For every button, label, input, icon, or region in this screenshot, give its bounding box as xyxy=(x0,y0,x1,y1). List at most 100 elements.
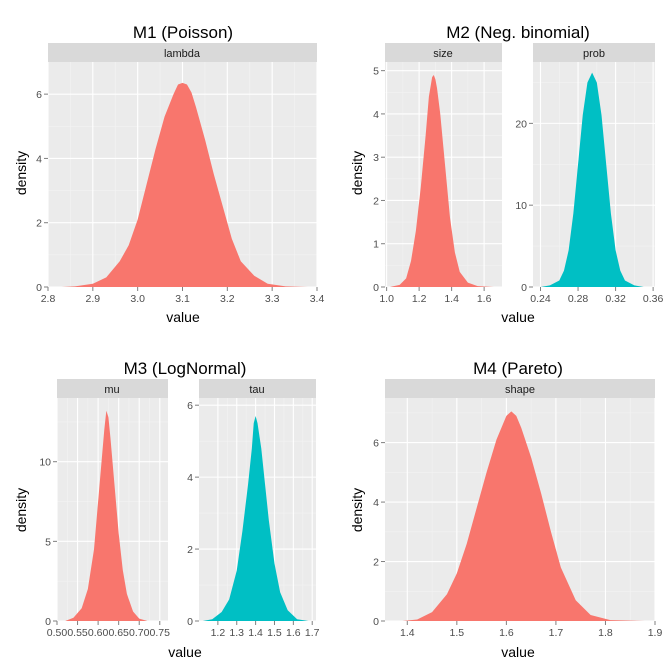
x-tick-label-size: 1.2 xyxy=(412,293,427,305)
x-tick-label-lambda: 2.8 xyxy=(41,293,56,305)
x-tick-label-mu: 0.50 xyxy=(47,627,68,639)
x-tick-label-shape: 1.7 xyxy=(549,627,564,639)
x-tick-label-shape: 1.4 xyxy=(400,627,415,639)
strip-label-prob: prob xyxy=(583,48,605,60)
x-tick-label-lambda: 3.0 xyxy=(130,293,145,305)
x-tick-label-tau: 1.3 xyxy=(229,627,244,639)
density-area-mu xyxy=(65,410,148,621)
x-axis-title-m3: value xyxy=(168,644,202,660)
strip-label-shape: shape xyxy=(505,384,535,396)
y-tick-label-size: 0 xyxy=(373,282,379,294)
chart-m1: M1 (Poisson) lambda 2.8 2.9 3.0 3.1 3.2 3.3 3.… xyxy=(13,23,324,325)
density-area-tau xyxy=(202,415,309,621)
x-tick-label-lambda: 3.3 xyxy=(265,293,280,305)
y-tick-label-shape: 6 xyxy=(373,438,379,450)
chart-m2: M2 (Neg. binomial) size 1.0 1.2 1.4 1.6 0 1 2… xyxy=(349,23,664,325)
density-area-prob xyxy=(540,72,644,287)
y-tick-label-tau: 4 xyxy=(187,472,193,484)
strip-bg-tau xyxy=(199,379,316,398)
x-tick-label-shape: 1.6 xyxy=(499,627,514,639)
x-tick-label-shape: 1.9 xyxy=(648,627,663,639)
y-axis-lambda: 0 2 4 6 xyxy=(36,89,48,294)
x-tick-label-tau: 1.7 xyxy=(305,627,320,639)
chart-m3: M3 (LogNormal) mu 0.50 0.55 0.60 0.65 0.70 0.… xyxy=(13,359,320,660)
y-axis-size: 0 1 2 3 4 5 xyxy=(373,66,385,294)
density-area-lambda xyxy=(61,82,309,287)
y-tick-label-mu: 10 xyxy=(39,457,51,469)
x-axis-prob: 0.24 0.28 0.32 0.36 xyxy=(530,287,664,305)
y-tick-label-size: 2 xyxy=(373,195,379,207)
y-tick-label-prob: 0 xyxy=(521,282,527,294)
y-axis-title-m4: density xyxy=(349,488,365,532)
x-axis-shape: 1.4 1.5 1.6 1.7 1.8 1.9 xyxy=(400,621,662,639)
y-tick-label-lambda: 4 xyxy=(36,153,42,165)
x-tick-label-mu: 0.60 xyxy=(88,627,109,639)
x-tick-label-prob: 0.32 xyxy=(605,293,626,305)
x-tick-label-mu: 0.70 xyxy=(129,627,150,639)
y-tick-label-size: 1 xyxy=(373,239,379,251)
y-axis-shape: 0 2 4 6 xyxy=(373,438,385,628)
x-tick-label-prob: 0.28 xyxy=(568,293,589,305)
y-tick-label-size: 3 xyxy=(373,152,379,164)
density-area-shape xyxy=(402,411,646,621)
x-tick-label-lambda: 3.2 xyxy=(220,293,235,305)
y-tick-label-lambda: 6 xyxy=(36,89,42,101)
x-tick-label-shape: 1.8 xyxy=(598,627,613,639)
strip-bg-prob xyxy=(533,43,655,62)
x-axis-title-m4: value xyxy=(501,644,535,660)
y-tick-label-mu: 5 xyxy=(45,536,51,548)
strip-bg-mu xyxy=(57,379,168,398)
chart-title-m4: M4 (Pareto) xyxy=(473,359,563,378)
x-tick-label-size: 1.6 xyxy=(477,293,492,305)
y-tick-label-tau: 2 xyxy=(187,544,193,556)
y-tick-label-tau: 6 xyxy=(187,400,193,412)
strip-bg-lambda xyxy=(48,43,317,62)
x-tick-label-size: 1.0 xyxy=(379,293,394,305)
x-tick-label-lambda: 3.4 xyxy=(310,293,325,305)
x-tick-label-lambda: 3.1 xyxy=(175,293,190,305)
y-tick-label-tau: 0 xyxy=(187,616,193,628)
x-tick-label-lambda: 2.9 xyxy=(86,293,101,305)
strip-label-mu: mu xyxy=(104,384,119,396)
strip-bg-size xyxy=(385,43,502,62)
x-axis-title-m1: value xyxy=(166,309,200,325)
x-tick-label-tau: 1.5 xyxy=(267,627,282,639)
y-tick-label-shape: 4 xyxy=(373,497,379,509)
y-axis-mu: 0 5 10 xyxy=(39,457,57,628)
x-tick-label-shape: 1.5 xyxy=(450,627,465,639)
strip-label-lambda: lambda xyxy=(164,48,201,60)
y-tick-label-lambda: 2 xyxy=(36,218,42,230)
x-tick-label-mu: 0.75 xyxy=(150,627,171,639)
chart-title-m3: M3 (LogNormal) xyxy=(124,359,247,378)
y-tick-label-mu: 0 xyxy=(45,616,51,628)
y-tick-label-shape: 2 xyxy=(373,557,379,569)
strip-bg-shape xyxy=(385,379,655,398)
y-tick-label-shape: 0 xyxy=(373,616,379,628)
y-axis-prob: 0 10 20 xyxy=(515,118,533,294)
x-tick-label-prob: 0.24 xyxy=(530,293,551,305)
y-axis-title-m2: density xyxy=(349,151,365,195)
x-axis-tau: 1.2 1.3 1.4 1.5 1.6 1.7 xyxy=(211,621,320,639)
y-tick-label-prob: 20 xyxy=(515,118,527,130)
y-tick-label-size: 4 xyxy=(373,109,379,121)
x-tick-label-size: 1.4 xyxy=(444,293,459,305)
x-axis-mu: 0.50 0.55 0.60 0.65 0.70 0.75 xyxy=(47,621,170,639)
y-tick-label-prob: 10 xyxy=(515,200,527,212)
y-tick-label-size: 5 xyxy=(373,66,379,78)
x-axis-size: 1.0 1.2 1.4 1.6 xyxy=(379,287,492,305)
x-tick-label-tau: 1.2 xyxy=(211,627,226,639)
strip-label-tau: tau xyxy=(249,384,264,396)
x-tick-label-tau: 1.6 xyxy=(286,627,301,639)
y-axis-title-m1: density xyxy=(13,151,29,195)
y-axis-tau: 0 2 4 6 xyxy=(187,400,199,628)
x-tick-label-tau: 1.4 xyxy=(248,627,263,639)
x-tick-label-mu: 0.65 xyxy=(108,627,129,639)
x-axis-lambda: 2.8 2.9 3.0 3.1 3.2 3.3 3.4 xyxy=(41,287,325,305)
y-axis-title-m3: density xyxy=(13,488,29,532)
chart-title-m1: M1 (Poisson) xyxy=(133,23,233,42)
y-tick-label-lambda: 0 xyxy=(36,282,42,294)
strip-label-size: size xyxy=(433,48,453,60)
chart-title-m2: M2 (Neg. binomial) xyxy=(446,23,590,42)
x-tick-label-prob: 0.36 xyxy=(643,293,664,305)
